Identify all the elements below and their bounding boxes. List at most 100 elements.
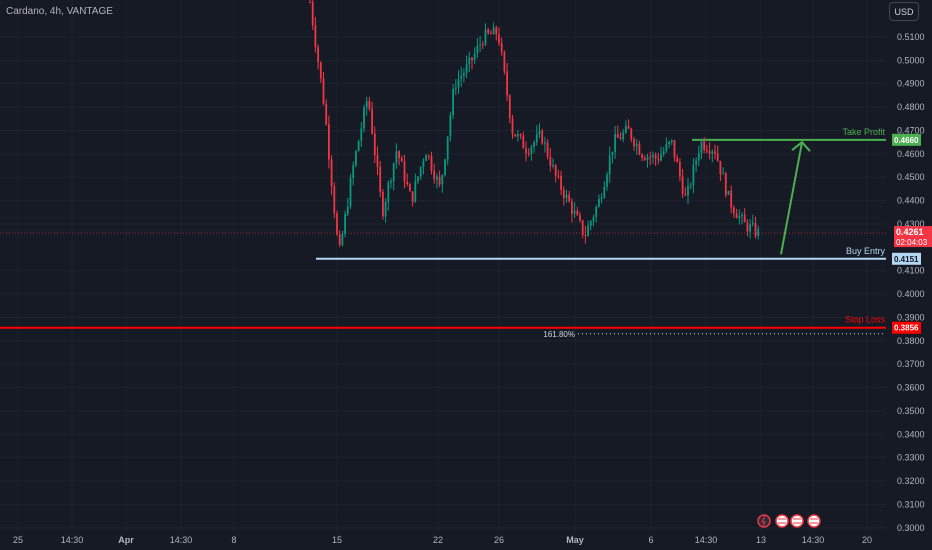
price-tick-label: 0.3300 [897,453,925,463]
annotations [780,140,811,255]
lightning-bolt [761,515,766,527]
candle-body [681,176,684,194]
candle-body [508,95,511,119]
candle-body [554,165,557,176]
price-tick-label: 0.3000 [897,523,925,533]
candle-body [727,190,730,195]
candle-body [490,32,492,35]
candle-body [430,156,433,171]
us-flag-icon [790,514,804,528]
candle-body [371,108,373,134]
candle-body [657,158,660,161]
candle-body [589,221,592,226]
candle-body [387,182,390,202]
candle-body [714,151,716,154]
candle-body [314,25,317,48]
candle-body [338,234,341,245]
candle-body [484,29,487,45]
price-tick-label: 0.3500 [897,406,925,416]
candle-body [471,57,473,61]
candle-body [457,78,460,88]
candle-body [646,156,649,161]
candle-body [384,201,387,217]
candle-body [514,134,517,137]
time-tick-label: 15 [332,535,342,545]
candle-body [503,52,506,72]
candle-body [500,43,503,53]
candle-body [438,176,441,185]
time-tick-label: 14:30 [802,535,825,545]
candle-body [716,153,719,161]
candle-body [670,139,673,142]
candle-body [533,142,535,147]
candle-body [419,166,422,177]
candle-body [679,162,681,177]
stop-loss-label: Stop Loss [845,315,886,325]
price-tick-label: 0.4800 [897,102,925,112]
take-profit-label: Take Profit [842,127,885,137]
candle-body [392,163,395,182]
candle-body [560,175,562,190]
candle-body [409,184,411,192]
candle-body [517,134,519,137]
candle-body [595,206,598,217]
candle-body [317,47,319,63]
time-tick-label: 20 [862,535,872,545]
candle-body [476,45,479,54]
candle-body [711,151,714,154]
time-tick-label: 14:30 [170,535,193,545]
candle-body [743,214,746,223]
candle-body [538,130,541,135]
candle-body [627,125,630,129]
candle-body [757,228,760,236]
candle-body [382,191,384,217]
time-tick-label: Apr [118,535,134,545]
candle-body [676,157,679,163]
price-tick-label: 0.4000 [897,289,925,299]
price-tick-label: 0.4100 [897,266,925,276]
candle-body [319,62,322,79]
candle-body [541,130,544,144]
price-tick-label: 0.4700 [897,125,925,135]
candle-body [584,235,587,237]
candle-body [379,166,382,192]
price-tick-label: 0.3700 [897,359,925,369]
candle-body [568,194,571,202]
candle-body [573,210,576,214]
candle-body [749,224,751,232]
current-price-box [894,226,932,248]
candle-body [344,213,346,235]
currency-button[interactable]: USD [889,2,919,21]
price-tick-label: 0.3800 [897,336,925,346]
candle-body [468,57,471,65]
lightning-event-icon [757,514,771,528]
candle-body [336,213,338,235]
price-tick-label: 0.4900 [897,79,925,89]
candle-body [498,34,500,44]
candle-body [433,170,436,180]
price-tick-label: 0.4600 [897,149,925,159]
candle-body [730,190,733,208]
buy-entry-price-box [892,252,921,265]
candle-body [390,181,392,183]
candle-body [652,154,654,157]
time-tick-label: 6 [648,535,653,545]
price-axis: 0.5100 0.5000 0.4900 0.4800 0.4700 0.4600 0.45… [892,32,932,533]
candle-body [422,161,425,167]
countdown-label: 02:04:03 [896,238,928,247]
candle-body [722,173,724,175]
candle-body [403,161,406,182]
candle-body [330,159,333,187]
candle-body [719,160,722,175]
candle-body [592,216,595,222]
candle-body [619,137,622,140]
candle-body [741,214,743,216]
candle-body [662,150,665,155]
candle-body [625,125,627,133]
stop-loss-price: 0.3856 [894,324,919,333]
price-tick-label: 0.3900 [897,312,925,322]
candle-body [565,194,568,199]
economic-events [757,514,821,528]
price-tick-label: 0.5100 [897,32,925,42]
